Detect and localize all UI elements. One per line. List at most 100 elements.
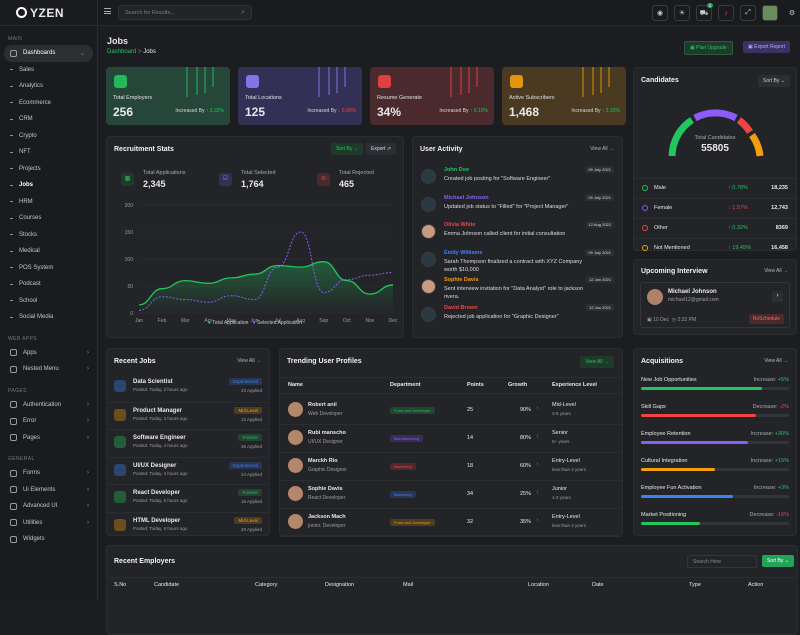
button-label: Sort By: [763, 78, 779, 84]
language-icon[interactable]: ◉: [652, 5, 668, 21]
avatar: [421, 307, 436, 322]
sidebar-item-hrm[interactable]: HRM: [0, 194, 97, 211]
plan-upgrade-button[interactable]: ▣ Plan Upgrade: [684, 41, 733, 55]
change-label: Increase:: [754, 377, 777, 383]
sidebar-item-utilities[interactable]: Utilities›: [0, 515, 97, 532]
cart-icon[interactable]: ⛟3: [696, 5, 712, 21]
acquisition-name: New Job Opportunities: [641, 377, 697, 383]
sidebar-item-analytics[interactable]: Analytics: [0, 78, 97, 95]
view-all-link[interactable]: View All →: [590, 146, 614, 152]
sidebar-label: Jobs: [19, 182, 33, 188]
view-all-button[interactable]: View All →: [580, 356, 614, 368]
sidebar-item-auth[interactable]: Authentication›: [0, 397, 97, 414]
sidebar-item-projects[interactable]: Projects: [0, 161, 97, 178]
activity-name: David Brown: [444, 305, 478, 311]
sidebar-item-ecommerce[interactable]: Ecommerce: [0, 95, 97, 112]
sidebar-item-medical[interactable]: Medical: [0, 243, 97, 260]
sidebar-item-school[interactable]: School: [0, 293, 97, 310]
export-report-button[interactable]: ▣ Export Report: [743, 41, 790, 53]
card-title: Candidates: [641, 77, 679, 84]
sidebar-item-nft[interactable]: NFT: [0, 144, 97, 161]
chart-legend: ● Total Application ● Selected Applicati…: [107, 320, 403, 326]
progress-fill: [641, 414, 756, 417]
theme-icon[interactable]: ☀: [674, 5, 690, 21]
sidebar-label: POS System: [19, 265, 53, 271]
experience-years: 1-3 years: [552, 495, 571, 500]
sidebar-item-courses[interactable]: Courses: [0, 210, 97, 227]
decor-bar: [476, 67, 478, 87]
acquisition-item: New Job Opportunities Increase: +5%: [634, 377, 796, 403]
stat-value: 125: [245, 105, 265, 119]
bullet-icon: [10, 234, 13, 235]
applications-icon: ▦: [121, 173, 134, 186]
sidebar-item-ui[interactable]: Ui Elements›: [0, 482, 97, 499]
sidebar-item-crypto[interactable]: Crypto: [0, 128, 97, 145]
column-header: Location: [528, 582, 549, 588]
bell-icon[interactable]: ♪: [718, 5, 734, 21]
logo[interactable]: YZEN: [0, 0, 97, 26]
profile-role: Web Developer: [308, 411, 342, 417]
increase-text: Increased By: [175, 108, 204, 114]
change-value: -2%: [779, 404, 789, 410]
sidebar-item-error[interactable]: Error›: [0, 413, 97, 430]
sidebar-item-nested[interactable]: Nested Menu›: [0, 361, 97, 378]
sidebar-item-forms[interactable]: Forms›: [0, 465, 97, 482]
sidebar-item-crm[interactable]: CRM: [0, 111, 97, 128]
bullet-icon: [10, 102, 13, 103]
job-icon: [114, 436, 126, 448]
reschedule-button[interactable]: ReSchedule: [749, 314, 784, 324]
sidebar-item-apps[interactable]: Apps›: [0, 345, 97, 362]
department-pill: Front-end Developer: [390, 407, 435, 414]
column-header: Experience Level: [552, 382, 597, 388]
sort-by-button[interactable]: Sort By ⌄: [331, 143, 363, 155]
chevron-right-icon: ›: [87, 503, 89, 509]
view-all-link[interactable]: View All →: [764, 358, 788, 364]
export-button[interactable]: Export ⇗: [366, 143, 396, 155]
sidebar-item-pos-system[interactable]: POS System: [0, 260, 97, 277]
sidebar-item-stocks[interactable]: Stocks: [0, 227, 97, 244]
sort-by-button[interactable]: Sort By ⌄: [762, 555, 794, 567]
job-icon: [114, 491, 126, 503]
sidebar-item-pages[interactable]: Pages›: [0, 430, 97, 447]
change-value: +5%: [778, 377, 789, 383]
employer-search-input[interactable]: Search Here: [687, 555, 757, 568]
sidebar-label: Error: [23, 418, 36, 424]
sidebar-item-dashboards[interactable]: Dashboards⌄: [4, 45, 93, 62]
sidebar-label: Authentication: [23, 402, 61, 408]
profile-role: Graphic Designer: [308, 467, 347, 473]
bullet-icon: [10, 300, 13, 301]
points-value: 14: [467, 435, 473, 441]
upcoming-interview-card: Upcoming Interview View All → Michael Jo…: [633, 259, 797, 335]
search-input[interactable]: Search for Results...⌕: [118, 5, 252, 20]
fullscreen-icon[interactable]: ⤢: [740, 5, 756, 21]
avatar: [421, 279, 436, 294]
decor-bar: [460, 67, 462, 95]
sidebar-item-sales[interactable]: Sales: [0, 62, 97, 79]
sidebar-item-jobs[interactable]: Jobs: [0, 177, 97, 194]
sidebar-item-advanced[interactable]: Advanced UI›: [0, 498, 97, 515]
y-tick-label: 100: [125, 257, 134, 263]
avatar[interactable]: [762, 5, 778, 21]
menu-icon[interactable]: [104, 8, 111, 14]
sort-by-button[interactable]: Sort By ⌄: [758, 75, 790, 87]
sidebar-item-podcast[interactable]: Podcast: [0, 276, 97, 293]
gauge-female: [695, 113, 736, 118]
sidebar-item-social-media[interactable]: Social Media: [0, 309, 97, 326]
column-header: Action: [748, 582, 763, 588]
breadcrumb-home[interactable]: Dashboard: [107, 49, 136, 55]
view-all-link[interactable]: View All →: [237, 358, 261, 364]
chevron-right-icon[interactable]: ›: [772, 291, 783, 302]
y-tick-label: 0: [130, 311, 133, 317]
sidebar-item-widgets[interactable]: Widgets: [0, 531, 97, 548]
gear-icon[interactable]: ⚙: [784, 5, 800, 21]
lock-icon: [10, 401, 17, 408]
view-all-link[interactable]: View All →: [764, 268, 788, 274]
